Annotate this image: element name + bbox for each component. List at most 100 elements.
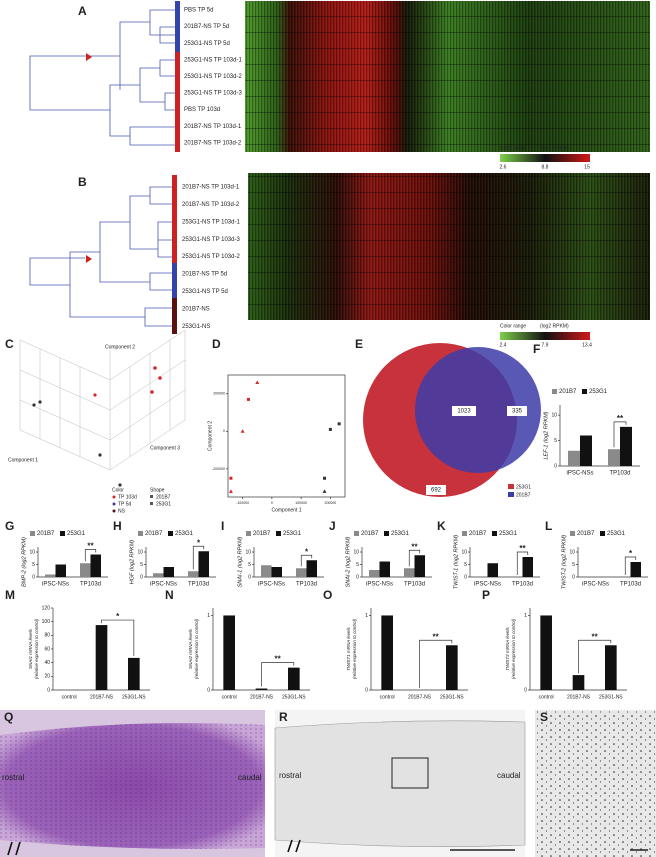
label-box [452,406,476,416]
y-tick-label: 100 [42,619,51,625]
bar [163,567,174,577]
venn-count: 335 [512,409,523,415]
x-tick-label: iPSC-NSs [42,582,69,588]
row-label: 253G1-NS TP 103d-1 [184,57,242,63]
point [323,476,327,480]
row-label: 253G1-NS TP 103d-3 [184,91,242,97]
significance-bracket [192,545,205,570]
point [240,429,245,433]
row-label: PBS TP 103d [184,107,220,113]
y-tick-label: 0 [554,463,557,469]
panel-label: O [323,588,332,602]
y-tick-label: 10 [137,549,143,555]
point [229,476,233,480]
group-bar [172,263,177,298]
panel-label: N [165,588,174,602]
legend-unit: (log2 RPKM) [540,145,569,151]
color-legend [500,332,590,340]
legend-swatch [508,484,514,489]
y-tick-label: 10 [551,412,557,418]
bar [288,667,300,690]
legend-label: 201B7 [361,531,379,537]
x-tick-label: iPSC-NSs [582,582,609,588]
x-tick-label: 0 [271,501,273,505]
bar [95,625,108,690]
legend-label: TP 5d [118,501,131,507]
pca-3d-points [32,366,162,487]
y-tick-label: 1 [207,613,210,619]
bar [223,615,235,690]
y-tick-label: 0 [356,574,359,580]
plot-frame [227,374,346,498]
legend-title: Color range [500,323,526,329]
y-tick-label: 5 [554,438,557,444]
point [328,427,332,431]
axis-label: Component 2 [105,344,135,350]
panel-label: G [5,519,14,533]
legend-label: 253G1 [607,531,626,537]
row-label: 201B7-NS TP 103d-1 [184,124,242,130]
row-label: PBS TP 5d [184,8,213,14]
bar [55,564,66,577]
inset-box [391,757,429,789]
legend-label: 253G1 [283,531,302,537]
y-axis-label: LEF-1 (log2 RPKM) [543,411,549,459]
x-tick-label: TP103d [80,582,101,588]
dendrogram [29,186,172,327]
y-axis-label: (relative expression to control) [194,618,199,679]
row-label: 201B7-NS TP 103d-1 [182,185,240,191]
y-axis-label: HGF (log2 RPKM) [129,540,135,585]
bar [296,568,307,577]
significance-bracket [300,554,313,567]
tissue [274,720,526,847]
x-tick-label: 201B7-NS [408,694,432,700]
panel-label: C [5,337,14,351]
x-tick-label: 201B7-NS [567,694,591,700]
y-axis-label: SNAI1 mRNA levels [28,628,33,669]
legend-label: 201B7 [156,494,171,500]
x-tick-label: control [62,694,77,700]
row-label: 253G1-NS TP 5d [182,289,228,295]
region-label: caudal [238,773,262,782]
y-axis-label: BMP-2 (log2 RPKM) [21,537,27,587]
significance-label: ** [592,632,599,641]
significance-label: * [197,538,201,547]
panel-label: M [5,588,15,602]
legend-swatch [600,531,605,536]
color-legend [500,154,590,162]
y-tick-label: 0 [47,687,50,693]
x-tick-label: control [222,694,237,700]
row-label: 253G1-NS TP 103d-2 [184,74,242,80]
bar [153,573,164,577]
point [228,489,233,493]
bar [487,563,498,577]
panel-label: S [540,710,548,724]
point [337,422,341,426]
legend-label: 253G1 [156,501,171,507]
y-axis-label: TWIST-2 (log2 RPKM) [561,535,567,590]
x-tick-label: TP103d [620,582,641,588]
group-bar [172,298,177,334]
panel-label: F [533,342,540,356]
point [322,489,327,493]
y-tick-label: 0 [365,687,368,693]
significance-bracket [613,421,627,448]
legend-label: 201B7 [469,531,487,537]
x-tick-label: iPSC-NSs [366,582,393,588]
legend-swatch [246,531,251,536]
legend-swatch [168,531,173,536]
legend-label: 253G1 [499,531,518,537]
legend-dot [112,495,116,499]
y-tick-label: 0 [207,687,210,693]
legend-swatch [462,531,467,536]
panel-label: B [78,175,87,189]
significance-label: * [629,549,633,558]
legend-tick: 2.4 [500,342,507,348]
group-bar [175,52,180,152]
y-axis-label: SNAI2 mRNA levels [188,628,193,669]
cells [535,710,656,857]
legend-swatch [384,531,389,536]
panel-label: R [279,710,288,724]
x-tick-label: 253G1-NS [122,694,146,700]
dendrogram [29,9,175,146]
